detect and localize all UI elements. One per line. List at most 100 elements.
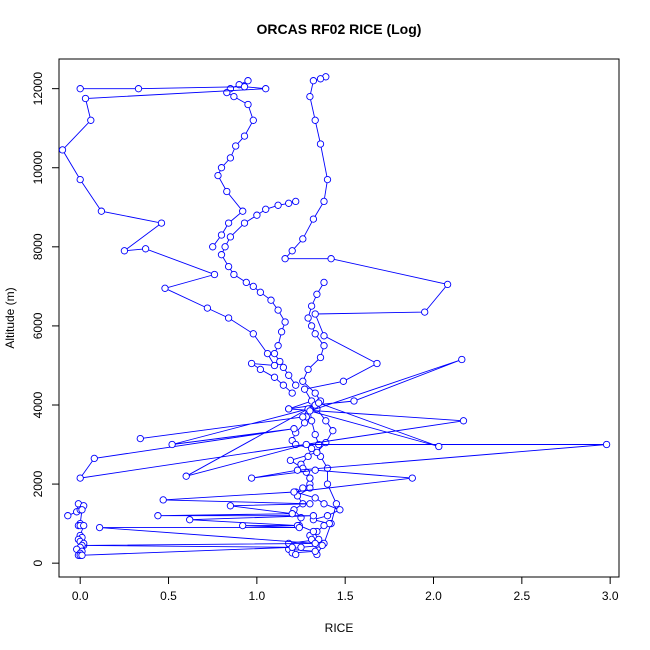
data-point (64, 512, 72, 520)
data-point (244, 100, 252, 109)
y-tick-label: 6000 (31, 312, 45, 339)
data-point (226, 154, 235, 162)
data-point (329, 427, 337, 435)
data-point (263, 349, 272, 358)
data-point (307, 444, 316, 453)
series-4 (217, 197, 300, 389)
data-point (136, 434, 144, 443)
data-point (293, 466, 302, 474)
data-point (320, 197, 328, 206)
data-point (311, 330, 319, 338)
data-point (249, 282, 257, 291)
data-point (262, 85, 270, 93)
data-point (274, 201, 282, 209)
data-point (288, 389, 296, 397)
data-point (320, 342, 328, 350)
data-point (274, 306, 282, 314)
series-6 (76, 355, 611, 559)
data-point (76, 85, 84, 93)
data-point (306, 92, 314, 101)
data-point (223, 187, 231, 196)
data-point (292, 197, 300, 206)
y-tick-label: 0 (31, 560, 45, 567)
data-point (299, 484, 307, 492)
data-point (247, 474, 256, 482)
data-point (256, 365, 265, 374)
data-point (299, 377, 307, 385)
data-point (141, 245, 150, 253)
data-point (90, 454, 98, 463)
data-point (306, 474, 314, 482)
data-point (240, 132, 249, 140)
data-point (336, 506, 344, 514)
data-point (323, 175, 332, 184)
data-point (249, 116, 257, 124)
data-point (209, 243, 217, 251)
data-point (320, 500, 328, 508)
data-point (311, 116, 319, 124)
y-axis-label: Altitude (m) (3, 287, 17, 348)
data-point (311, 430, 319, 439)
data-point (339, 377, 348, 385)
data-point (58, 146, 67, 154)
data-point (224, 219, 233, 227)
data-point (81, 94, 90, 103)
data-point (309, 215, 318, 223)
data-point (304, 314, 312, 322)
data-point (299, 235, 307, 243)
data-point (186, 516, 194, 524)
data-point (316, 140, 325, 148)
data-point (288, 543, 296, 551)
data-point (270, 349, 279, 358)
data-point (306, 407, 314, 415)
data-point (267, 296, 275, 304)
data-point (157, 219, 166, 227)
data-point (76, 175, 84, 184)
data-point (214, 171, 222, 180)
data-point (297, 543, 305, 551)
data-point (203, 304, 212, 312)
data-point (435, 442, 443, 451)
data-point (286, 456, 295, 465)
data-point (320, 521, 328, 530)
data-point (299, 413, 307, 421)
data-point (302, 440, 310, 449)
data-point (240, 219, 249, 227)
data-point (97, 207, 106, 215)
data-point (285, 371, 293, 379)
data-point (311, 389, 319, 397)
x-tick-label: 0.0 (72, 589, 89, 603)
data-point (276, 357, 284, 366)
data-point (306, 500, 314, 508)
data-point (182, 472, 190, 480)
data-point (161, 284, 169, 292)
data-point (307, 302, 316, 310)
data-point (307, 322, 316, 330)
data-point (300, 419, 309, 427)
data-point (224, 262, 233, 271)
data-point (134, 85, 143, 93)
data-point (95, 523, 104, 532)
data-point (221, 243, 229, 251)
data-point (210, 270, 219, 279)
data-point (232, 142, 240, 150)
series-layer (58, 73, 611, 559)
data-point (168, 440, 176, 449)
data-point (292, 550, 300, 559)
series-5 (58, 83, 296, 397)
data-point (217, 164, 226, 172)
data-point (230, 92, 238, 101)
data-point (242, 278, 250, 287)
data-point (323, 512, 332, 520)
data-point (159, 496, 167, 504)
series-7 (64, 500, 88, 559)
data-point (274, 342, 282, 350)
data-point (323, 480, 332, 488)
data-point (288, 247, 296, 255)
data-point (281, 255, 289, 263)
data-point (318, 541, 326, 550)
data-point (217, 231, 226, 239)
data-point (311, 547, 319, 555)
data-point (304, 452, 312, 461)
data-point (253, 211, 261, 219)
